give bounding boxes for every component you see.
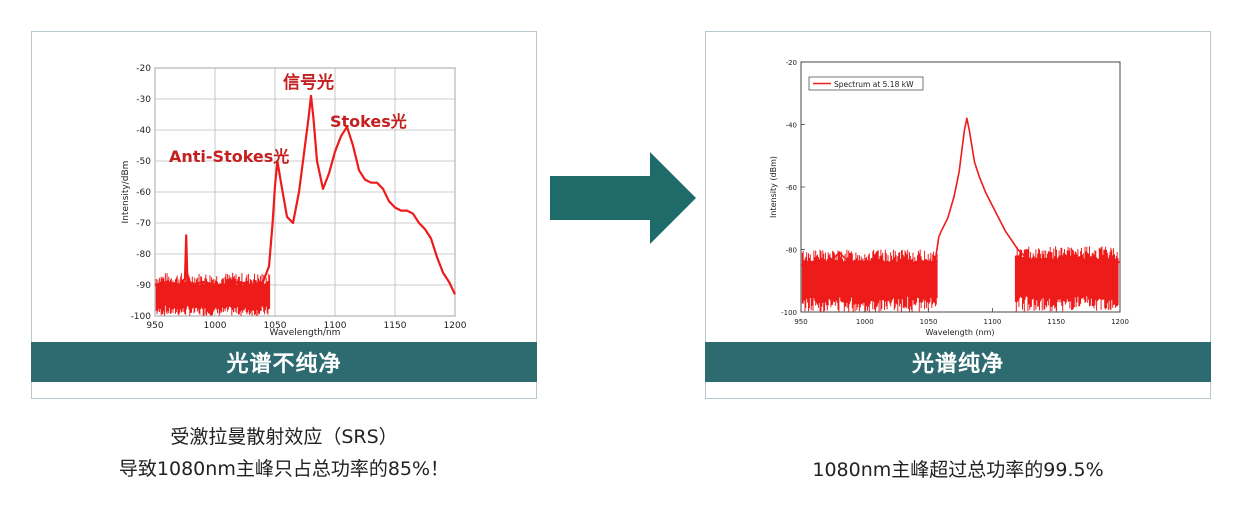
y-axis-label: Intensity (dBm) bbox=[769, 156, 778, 218]
y-tick-label: -40 bbox=[136, 126, 151, 136]
left-caption: 受激拉曼散射效应（SRS） 导致1080nm主峰只占总功率的85%！ bbox=[31, 421, 537, 485]
annotation-signal: 信号光 bbox=[283, 72, 334, 93]
y-tick-label: -50 bbox=[136, 157, 151, 167]
x-tick-label: 1150 bbox=[384, 321, 407, 331]
annotation-stokes: Stokes光 bbox=[330, 112, 407, 131]
left-panel: 950 1000 1050 1100 1150 1200 -20 -30 -40 -50 -60 -7… bbox=[31, 31, 537, 399]
spectrum-line bbox=[154, 94, 456, 295]
left-banner: 光谱不纯净 bbox=[31, 342, 537, 382]
annotation-anti-stokes: Anti-Stokes光 bbox=[169, 147, 289, 166]
right-banner: 光谱纯净 bbox=[705, 342, 1211, 382]
x-tick-label: 1200 bbox=[1111, 318, 1129, 326]
legend-label: Spectrum at 5.18 kW bbox=[834, 80, 914, 89]
y-tick-label: -80 bbox=[786, 247, 797, 255]
x-tick-label: 1050 bbox=[920, 318, 938, 326]
y-tick-label: -40 bbox=[786, 122, 797, 130]
x-tick-label: 1200 bbox=[444, 321, 467, 331]
x-axis-label: Wavelength (nm) bbox=[925, 328, 994, 337]
tick-labels: 950 1000 1050 1100 1150 1200 -20 -30 -40 -50 -60 -7… bbox=[131, 64, 467, 331]
y-tick-label: -100 bbox=[781, 309, 797, 317]
x-tick-label: 1050 bbox=[264, 321, 287, 331]
left-caption-line1: 受激拉曼散射效应（SRS） bbox=[170, 426, 398, 448]
noise-floor bbox=[801, 246, 1119, 312]
legend-box bbox=[808, 76, 924, 91]
spectrum-line bbox=[800, 117, 1121, 266]
right-spectrum-chart: 950 1000 1050 1100 1150 1200-20-40-60-80-100 … bbox=[769, 59, 1129, 337]
y-tick-label: -20 bbox=[136, 64, 151, 74]
y-axis-label: Intensity/dBm bbox=[121, 161, 131, 224]
x-tick-label: 950 bbox=[146, 321, 163, 331]
y-tick-label: -30 bbox=[136, 95, 151, 105]
y-tick-label: -60 bbox=[136, 188, 151, 198]
right-caption: 1080nm主峰超过总功率的99.5% bbox=[812, 459, 1104, 481]
y-tick-label: -60 bbox=[786, 184, 797, 192]
x-tick-label: 1100 bbox=[983, 318, 1001, 326]
x-tick-label: 1000 bbox=[204, 321, 227, 331]
left-caption-line2: 导致1080nm主峰只占总功率的85%！ bbox=[118, 458, 450, 480]
x-tick-label: 950 bbox=[794, 318, 807, 326]
y-tick-label: -20 bbox=[786, 59, 797, 67]
x-tick-label: 1000 bbox=[856, 318, 874, 326]
right-panel: 950 1000 1050 1100 1150 1200 -20 -40 -60 -80 -100 … bbox=[705, 31, 1211, 399]
right-arrow-icon bbox=[550, 152, 696, 244]
left-spectrum-chart: 950 1000 1050 1100 1150 1200 -20 -30 -40 -50 -60 -7… bbox=[121, 64, 467, 338]
y-tick-label: -70 bbox=[136, 219, 151, 229]
y-tick-label: -90 bbox=[136, 281, 151, 291]
y-tick-label: -100 bbox=[131, 312, 152, 322]
y-tick-label: -80 bbox=[136, 250, 151, 260]
x-tick-label: 1150 bbox=[1047, 318, 1065, 326]
x-axis-label: Wavelength/nm bbox=[270, 328, 341, 338]
noise-floor bbox=[155, 272, 271, 316]
tick-labels: 950 1000 1050 1100 1150 1200 -20 -40 -60 -80 -100 bbox=[781, 59, 1129, 326]
x-tick-label: 1100 bbox=[324, 321, 347, 331]
